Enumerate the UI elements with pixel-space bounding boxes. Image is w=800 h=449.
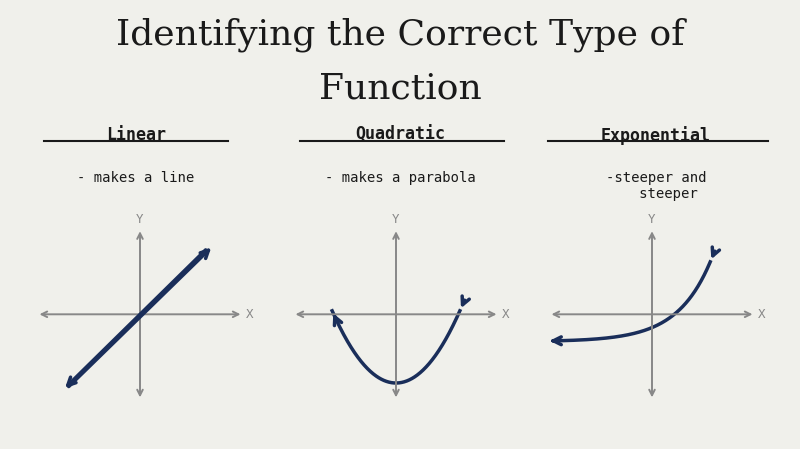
Text: Exponential: Exponential bbox=[601, 126, 711, 145]
Text: X: X bbox=[246, 308, 254, 321]
Text: Function: Function bbox=[318, 72, 482, 106]
Text: Y: Y bbox=[648, 213, 656, 226]
Text: X: X bbox=[502, 308, 510, 321]
Text: -steeper and
   steeper: -steeper and steeper bbox=[606, 171, 706, 201]
Text: Linear: Linear bbox=[106, 126, 166, 144]
Text: Identifying the Correct Type of: Identifying the Correct Type of bbox=[116, 18, 684, 53]
Text: - makes a line: - makes a line bbox=[78, 171, 194, 185]
Text: Y: Y bbox=[392, 213, 400, 226]
Text: X: X bbox=[758, 308, 766, 321]
Text: Quadratic: Quadratic bbox=[355, 126, 445, 144]
Text: Y: Y bbox=[136, 213, 144, 226]
Text: - makes a parabola: - makes a parabola bbox=[325, 171, 475, 185]
